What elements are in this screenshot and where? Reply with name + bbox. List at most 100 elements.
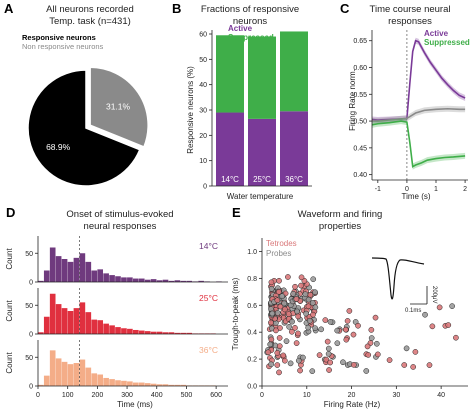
bar-category-label: 25°C — [253, 175, 271, 184]
panel-c-title-line2: responses — [388, 16, 432, 27]
x-tick-label: 300 — [121, 392, 133, 399]
y-tick-label: 0.0 — [247, 384, 257, 391]
series-band-suppressed — [372, 118, 466, 170]
x-tick-label: 0 — [405, 186, 409, 193]
histogram-bar-25-c — [186, 332, 193, 334]
histogram-bar-36-c — [174, 384, 181, 386]
scatter-point-tetrode — [276, 277, 282, 284]
bar-suppressed-25-c — [248, 36, 276, 119]
scatter-point-probe — [312, 325, 318, 332]
scatter-point-tetrode — [364, 343, 371, 350]
scatter-point-probe — [340, 359, 346, 366]
x-axis-label: Time (ms) — [117, 400, 153, 409]
x-tick-label: 0 — [36, 392, 40, 399]
y-axis-label: Count — [5, 352, 14, 374]
histogram-bar-14-c — [144, 279, 151, 282]
x-axis-label: Firing Rate (Hz) — [324, 400, 381, 409]
x-tick-label: 30 — [392, 392, 400, 399]
histogram-bar-14-c — [73, 257, 80, 282]
scatter-point-tetrode — [268, 279, 275, 286]
scatter-point-tetrode — [292, 283, 298, 290]
panel-a-title-line1: All neurons recorded — [46, 4, 134, 15]
scatter-point-tetrode — [274, 297, 281, 304]
scatter-point-tetrode — [344, 318, 351, 324]
histogram-bar-14-c — [156, 280, 163, 282]
series-line-suppressed — [371, 120, 466, 168]
panel-b-title-line2: neurons — [233, 16, 268, 27]
scatter-point-tetrode — [268, 336, 275, 343]
histogram-bar-14-c — [180, 280, 187, 282]
histogram-bar-14-c — [79, 253, 86, 282]
histogram-bar-25-c — [73, 308, 80, 334]
y-tick-label: 0.8 — [247, 276, 257, 283]
scatter-point-tetrode — [374, 351, 381, 358]
x-tick-label: 400 — [151, 392, 163, 399]
scatter-point-probe — [279, 293, 285, 300]
scatter-point-tetrode — [324, 338, 331, 345]
scatter-point-tetrode — [310, 311, 316, 318]
histogram-bar-14-c — [97, 269, 104, 282]
bar-suppressed-36-c — [280, 31, 308, 112]
x-tick-label: 200 — [92, 392, 104, 399]
bar-category-label: 14°C — [221, 175, 239, 184]
scatter-point-tetrode — [293, 296, 300, 302]
scatter-point-tetrode — [298, 274, 305, 281]
histogram-bar-36-c — [49, 350, 56, 386]
legend-responsive-neurons: Responsive neurons — [22, 33, 96, 42]
scatter-point-tetrode — [307, 292, 314, 298]
scatter-point-tetrode — [285, 311, 292, 317]
scatter-point-tetrode — [277, 303, 284, 310]
scatter-point-probe — [312, 304, 319, 311]
y-tick-label: 50 — [199, 57, 207, 64]
histogram-bar-14-c — [61, 259, 68, 282]
histogram-bar-25-c — [97, 320, 104, 334]
histogram-bar-25-c — [127, 328, 133, 334]
scatter-point-tetrode — [401, 362, 408, 368]
y-tick-label: 0.65 — [353, 38, 367, 45]
scatter-point-tetrode — [281, 306, 288, 313]
histogram-bar-25-c — [180, 332, 187, 334]
y-tick-label: 50 — [25, 251, 33, 258]
histogram-bar-25-c — [61, 308, 68, 334]
scatter-point-tetrode — [274, 350, 281, 356]
scatter-point-tetrode — [276, 343, 283, 349]
scatter-point-tetrode — [322, 317, 329, 323]
histogram-bar-36-c — [150, 383, 157, 386]
scatter-point-probe — [290, 290, 297, 297]
temperature-label: 14°C — [199, 241, 218, 251]
y-tick-label: 0.2 — [247, 357, 257, 364]
y-tick-label: 0.55 — [353, 92, 367, 99]
scatter-point-probe — [334, 327, 341, 334]
scatter-point-probe — [268, 361, 274, 368]
pie-chart: 68.9% 31.1% — [27, 66, 149, 187]
histogram-bar-36-c — [115, 380, 121, 386]
scatter-point-tetrode — [292, 325, 298, 331]
panel-e: E Waveform and firing properties Tetrode… — [231, 205, 468, 409]
scatter-point-tetrode — [285, 274, 291, 280]
pie-slice-label: 31.1% — [106, 101, 131, 111]
scatter-point-tetrode — [342, 326, 349, 333]
waveform-trace — [371, 257, 425, 300]
scatter-point-tetrode — [316, 352, 323, 358]
scatter-point-probe — [268, 286, 275, 292]
y-axis-label: Trough-to-peak (ms) — [231, 277, 240, 350]
histogram-bar-14-c — [49, 247, 56, 282]
y-tick-label: 0.60 — [353, 65, 367, 72]
panel-letter-d: D — [6, 205, 15, 220]
scatter-point-probe — [281, 300, 288, 307]
histogram-bar-25-c — [162, 332, 169, 334]
scatter-point-tetrode — [372, 314, 379, 321]
histogram-bar-25-c — [103, 323, 109, 334]
y-tick-label: 20 — [199, 133, 207, 140]
histogram-bar-25-c — [121, 328, 127, 334]
panel-d-title-line2: neural responses — [84, 221, 157, 232]
histogram-bar-14-c — [109, 275, 115, 282]
histogram-bar-36-c — [168, 384, 175, 386]
histogram-bar-25-c — [115, 327, 121, 334]
scatter-point-probe — [309, 300, 316, 306]
scatter-point-tetrode — [281, 357, 288, 364]
y-tick-label: 60 — [199, 32, 207, 39]
legend-tetrodes: Tetrodes — [266, 239, 297, 248]
scatter-point-tetrode — [295, 330, 301, 337]
